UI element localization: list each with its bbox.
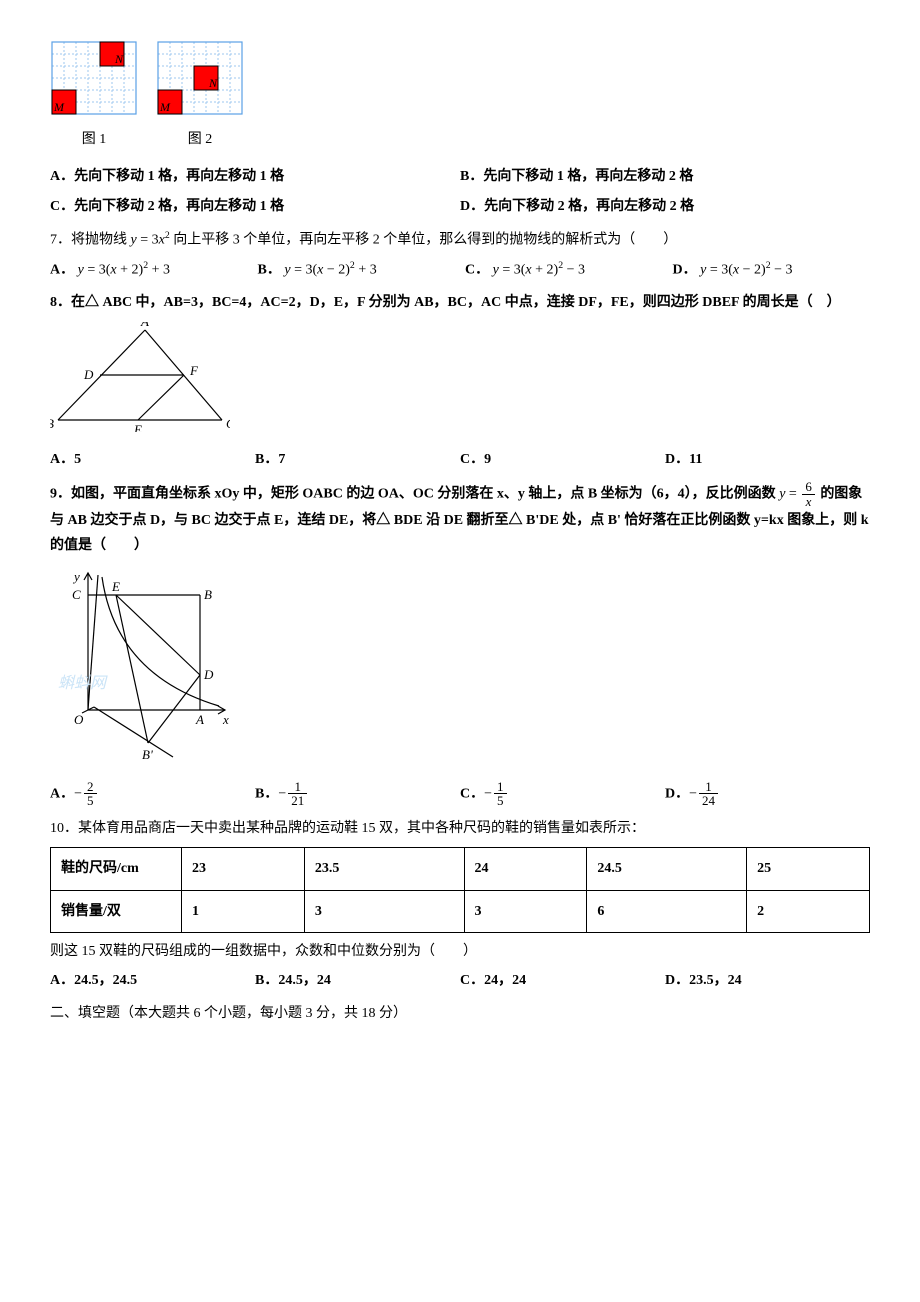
q9-stem-frac: 6 x [802,480,815,508]
svg-text:E: E [133,422,142,432]
svg-text:N: N [114,52,124,66]
q9-stem-1: 9．如图，平面直角坐标系 xOy 中，矩形 OABC 的边 OA、OC 分别落在… [50,486,776,501]
svg-text:蝌蚪网: 蝌蚪网 [58,674,108,692]
svg-text:A: A [195,712,204,727]
q10-opt-d: D．23.5，24 [665,968,870,993]
q7-opt-b: B． y = 3(x − 2)2 + 3 [258,257,456,283]
th-23: 23 [182,848,305,890]
svg-text:y: y [72,569,80,584]
td-5: 2 [747,890,870,932]
td-1: 1 [182,890,305,932]
q7-opt-c: C． y = 3(x + 2)2 − 3 [465,257,663,283]
th-245: 24.5 [587,848,747,890]
svg-text:M: M [159,100,171,114]
q8-opt-b: B．7 [255,447,460,472]
td-2: 3 [304,890,464,932]
q10-opt-b: B．24.5，24 [255,968,460,993]
q8-opts: A．5 B．7 C．9 D．11 [50,447,870,472]
th-24: 24 [464,848,587,890]
fig2-caption: 图 2 [156,127,244,152]
td-4: 6 [587,890,747,932]
q10-opt-a: A．24.5，24.5 [50,968,255,993]
q7-opt-d: D． y = 3(x − 2)2 − 3 [673,257,871,283]
svg-text:B': B' [142,747,153,762]
q8-opt-a: A．5 [50,447,255,472]
fig2-box: NM 图 2 [156,40,244,152]
svg-text:O: O [74,712,84,727]
q8-stem: 8．在△ ABC 中，AB=3，BC=4，AC=2，D，E，F 分别为 AB，B… [50,290,870,315]
th-235: 23.5 [304,848,464,890]
q9-opt-b: B．−121 [255,780,460,808]
q6-opts-row2: C．先向下移动 2 格，再向左移动 1 格 D．先向下移动 2 格，再向左移动 … [50,194,870,219]
q6-opt-d: D．先向下移动 2 格，再向左移动 2 格 [460,194,870,219]
q7-opt-a: A． y = 3(x + 2)2 + 3 [50,257,248,283]
svg-text:D: D [203,667,214,682]
q9-opt-d: D．−124 [665,780,870,808]
q10-stem: 10．某体育用品商店一天中卖出某种品牌的运动鞋 15 双，其中各种尺码的鞋的销售… [50,816,870,841]
q9-opt-c: C．−15 [460,780,665,808]
q7-opts: A． y = 3(x + 2)2 + 3 B． y = 3(x − 2)2 + … [50,257,870,283]
q6-opt-b: B．先向下移动 1 格，再向左移动 2 格 [460,164,870,189]
q10-table: 鞋的尺码/cm 23 23.5 24 24.5 25 销售量/双 1 3 3 6… [50,847,870,932]
fig1-box: NM 图 1 [50,40,138,152]
svg-text:D: D [83,367,94,382]
q9-opt-a: A．−25 [50,780,255,808]
q7-stem: 7．将抛物线 y = 3x2 向上平移 3 个单位，再向左平移 2 个单位，那么… [50,227,870,253]
q8-opt-d: D．11 [665,447,870,472]
svg-text:C: C [72,587,81,602]
table-row: 销售量/双 1 3 3 6 2 [51,890,870,932]
q10-sub: 则这 15 双鞋的尺码组成的一组数据中，众数和中位数分别为（ ） [50,939,870,964]
q10-opt-c: C．24，24 [460,968,665,993]
th-size: 鞋的尺码/cm [51,848,182,890]
svg-text:E: E [111,579,120,594]
svg-text:C: C [226,416,230,431]
q9-stem: 9．如图，平面直角坐标系 xOy 中，矩形 OABC 的边 OA、OC 分别落在… [50,480,870,559]
fig1-caption: 图 1 [50,127,138,152]
q9-opts: A．−25 B．−121 C．−15 D．−124 [50,780,870,808]
svg-text:B: B [204,587,212,602]
th-25: 25 [747,848,870,890]
fig1-svg: NM [50,40,138,116]
section-2-title: 二、填空题（本大题共 6 个小题，每小题 3 分，共 18 分） [50,1001,870,1026]
q8-svg: A B C D E F [50,322,230,432]
table-row: 鞋的尺码/cm 23 23.5 24 24.5 25 [51,848,870,890]
fig2-svg: NM [156,40,244,116]
q8-fig: A B C D E F [50,322,870,441]
q8-opt-c: C．9 [460,447,665,472]
svg-text:N: N [208,76,218,90]
fig-pair: NM 图 1 NM 图 2 [50,40,870,152]
svg-text:A: A [140,322,149,329]
svg-text:M: M [53,100,65,114]
td-3: 3 [464,890,587,932]
svg-text:x: x [222,712,229,727]
q6-opts-row1: A．先向下移动 1 格，再向左移动 1 格 B．先向下移动 1 格，再向左移动 … [50,164,870,189]
svg-text:F: F [189,363,199,378]
q6-opt-a: A．先向下移动 1 格，再向左移动 1 格 [50,164,460,189]
td-qty: 销售量/双 [51,890,182,932]
q9-svg: Ox y A B C E D B' 蝌蚪网 [50,565,240,765]
q9-fig: Ox y A B C E D B' 蝌蚪网 [50,565,870,774]
q6-opt-c: C．先向下移动 2 格，再向左移动 1 格 [50,194,460,219]
svg-text:B: B [50,416,54,431]
q10-opts: A．24.5，24.5 B．24.5，24 C．24，24 D．23.5，24 [50,968,870,993]
